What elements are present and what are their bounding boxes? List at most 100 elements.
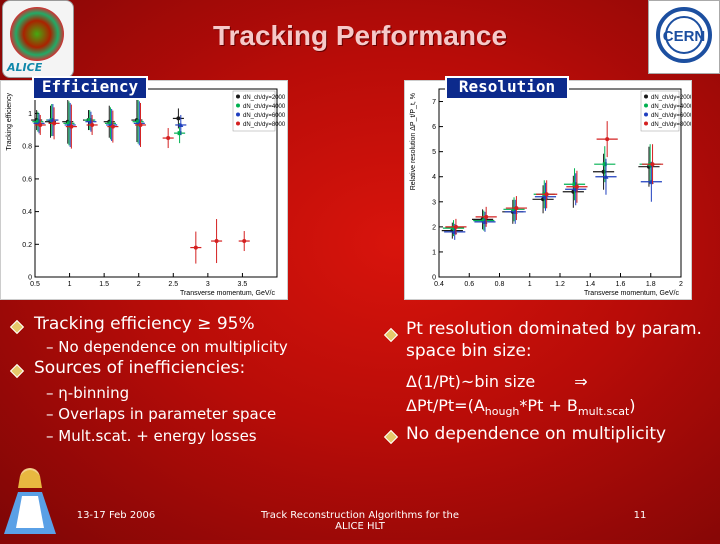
x-tick-label: 1.4 [585, 281, 595, 288]
legend-marker [644, 112, 648, 117]
data-point [87, 118, 92, 123]
y-tick-label: 0.4 [22, 209, 32, 216]
formula-2-sub-hough: hough [484, 405, 520, 419]
legend-marker [644, 94, 648, 99]
alice-cartoon-image [0, 462, 64, 540]
y-tick-label: 1 [432, 249, 436, 256]
inefficiency-item: – Mult.scat. + energy losses [46, 427, 257, 445]
formula-2-post: ) [629, 396, 636, 415]
y-tick-label: 1 [28, 111, 32, 118]
x-tick-label: 1 [528, 281, 532, 288]
cern-logo-icon: CERN [656, 7, 712, 63]
formula-2-sub-multscat: mult.scat [577, 405, 630, 419]
y-axis-label: Tracking efficiency [6, 93, 13, 151]
legend-marker [236, 94, 240, 99]
bullet-icon [9, 363, 25, 379]
y-tick-label: 6 [432, 124, 436, 131]
x-tick-label: 3 [206, 281, 210, 288]
data-point [138, 122, 143, 127]
mult-scat-text: Mult.scat. + energy losses [58, 427, 257, 445]
y-tick-label: 2 [432, 224, 436, 231]
data-point [52, 121, 57, 126]
data-point [544, 192, 549, 197]
legend-label: dN_ch/dy=6000 [651, 113, 691, 119]
formula-1-text: Δ(1/Pt)~bin size [406, 372, 536, 391]
data-point [69, 124, 74, 129]
footer-title: Track Reconstruction Algorithms for the … [260, 510, 460, 532]
x-tick-label: 1.6 [616, 281, 626, 288]
x-tick-label: 0.5 [30, 281, 40, 288]
data-point [574, 184, 579, 189]
y-tick-label: 4 [432, 174, 436, 181]
legend-label: dN_ch/dy=2000 [651, 95, 691, 101]
x-tick-label: 0.6 [464, 281, 474, 288]
data-point [603, 174, 609, 179]
x-tick-label: 2 [137, 281, 141, 288]
alice-logo: ALICE [2, 0, 74, 78]
data-point [451, 226, 456, 231]
legend-label: dN_ch/dy=2000 [243, 95, 286, 101]
bullet-icon [9, 319, 25, 335]
data-point [214, 239, 219, 244]
legend-marker [236, 112, 240, 117]
efficiency-tag: Efficiency [32, 76, 148, 100]
legend-marker [644, 121, 648, 126]
page-title: Tracking Performance [212, 20, 508, 51]
bullet-icon [383, 327, 399, 343]
formula-line-1: Δ(1/Pt)~bin size ⇒ [406, 372, 588, 391]
eta-binning-text: η-binning [58, 384, 130, 402]
x-tick-label: 1.8 [646, 281, 656, 288]
legend-marker [644, 103, 648, 108]
overlaps-text: Overlaps in parameter space [58, 405, 277, 423]
page-number: 11 [633, 510, 647, 521]
x-tick-label: 2.5 [168, 281, 178, 288]
pt-resolution-bullet: Pt resolution dominated by param. space … [406, 319, 702, 361]
alice-logo-text: ALICE [7, 61, 43, 74]
data-point [136, 119, 141, 124]
formula-2-mid: *Pt + B [519, 396, 578, 415]
legend-box [232, 90, 276, 132]
x-tick-label: 0.8 [495, 281, 505, 288]
x-axis-label: Transverse momentum, GeV/c [180, 290, 276, 297]
x-axis-label: Transverse momentum, GeV/c [584, 290, 680, 297]
data-point [512, 207, 517, 212]
data-point [453, 224, 458, 229]
data-point [178, 122, 184, 127]
svg-text:CERN: CERN [663, 28, 706, 45]
legend-label: dN_ch/dy=8000 [243, 122, 286, 128]
x-tick-label: 2 [679, 281, 683, 288]
data-point [602, 162, 607, 167]
data-point [110, 124, 115, 129]
x-tick-label: 3.5 [238, 281, 248, 288]
resolution-tag: Resolution [445, 76, 569, 100]
implies-arrow-icon: ⇒ [574, 372, 588, 391]
data-point [66, 121, 71, 126]
data-point [514, 206, 519, 211]
y-tick-label: 7 [432, 99, 436, 106]
legend-label: dN_ch/dy=4000 [243, 104, 286, 110]
data-point [108, 121, 113, 126]
legend-marker [236, 103, 240, 108]
data-point [572, 182, 577, 187]
y-tick-label: 0.8 [22, 144, 32, 151]
legend-marker [236, 121, 240, 126]
efficiency-chart: 0.5 1 1.5 2 2.5 3 3.5 0 0.2 0.4 0.6 0.8 1 Transverse … [6, 88, 286, 297]
no-dependence-bullet: No dependence on multiplicity [406, 424, 667, 444]
data-point [650, 162, 655, 167]
data-point [605, 137, 610, 142]
y-tick-label: 0.2 [22, 242, 32, 249]
data-point [38, 122, 43, 127]
data-point [481, 218, 486, 223]
inefficiency-item: – η-binning [46, 384, 130, 402]
efficiency-sub-text: No dependence on multiplicity [58, 338, 288, 356]
y-tick-label: 3 [432, 199, 436, 206]
data-point [242, 239, 247, 244]
x-tick-label: 1.5 [99, 281, 109, 288]
y-tick-label: 0 [432, 275, 436, 282]
legend-label: dN_ch/dy=4000 [651, 104, 691, 110]
resolution-chart: 0.4 0.6 0.8 1 1.2 1.4 1.6 1.8 2 0 1 2 3 4 5 6 7 Transvers… [410, 88, 694, 297]
formula-line-2: ΔPt/Pt=(Ahough*Pt + Bmult.scat) [406, 396, 636, 418]
data-point [193, 245, 198, 250]
data-point [166, 136, 171, 141]
inefficiency-item: – Overlaps in parameter space [46, 405, 277, 423]
